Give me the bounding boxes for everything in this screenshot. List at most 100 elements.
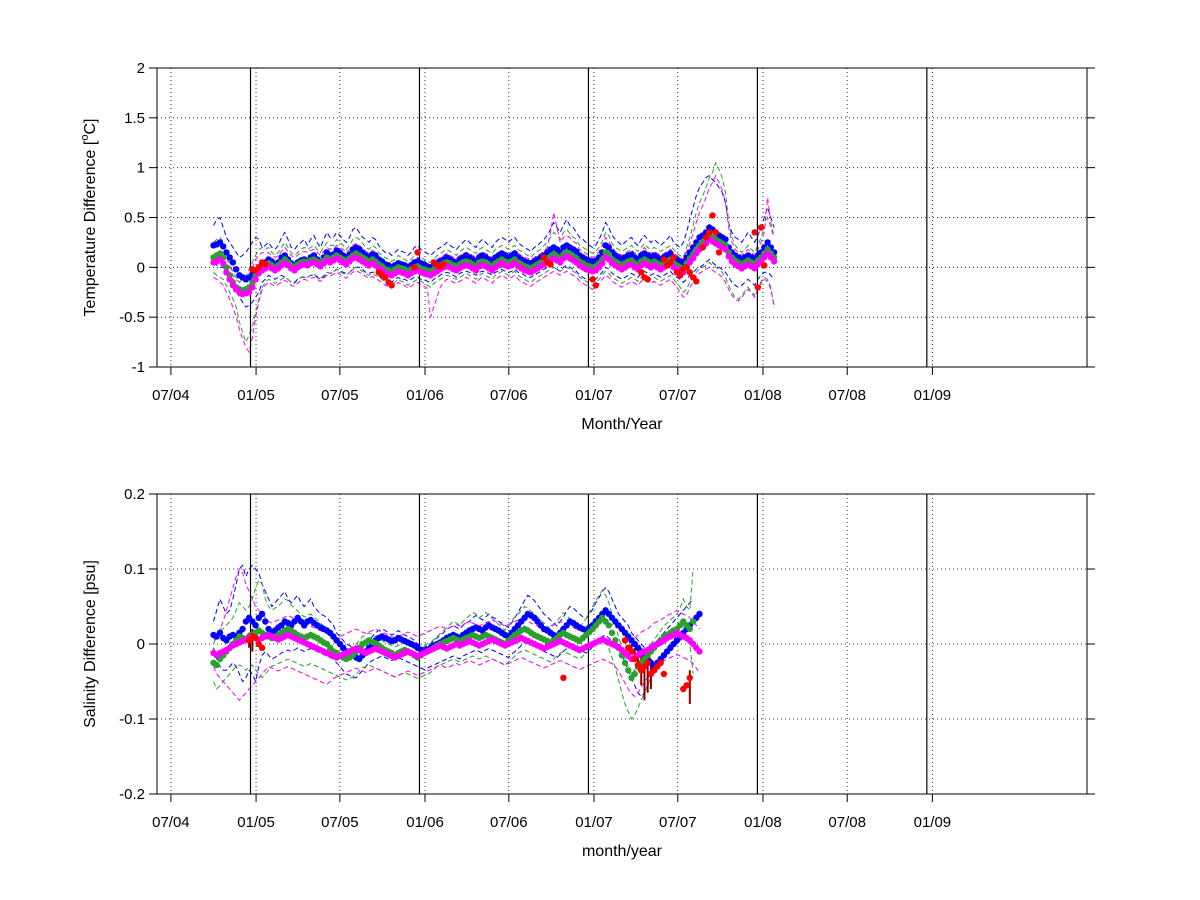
salinity-green-point	[608, 629, 616, 636]
salinity-range-line	[213, 564, 694, 653]
temperature-xtick-label: 01/06	[406, 387, 444, 404]
salinity-points	[210, 607, 703, 693]
temperature-xtick-label: 07/05	[321, 387, 359, 404]
temperature-magenta-point	[226, 276, 233, 283]
temperature-red-point	[638, 269, 645, 276]
temperature-red-point	[644, 276, 651, 283]
temperature-magenta-point	[252, 276, 259, 283]
temperature-y-axis-label: Temperature Difference [oC]	[79, 119, 99, 317]
temperature-red-point	[761, 262, 768, 269]
salinity-red-point	[628, 648, 635, 655]
salinity-ytick-label: -0.1	[119, 711, 145, 728]
salinity-xtick-label: 01/05	[237, 814, 275, 831]
temperature-panel: -1 -0.5 0 0.5 1 1.5 2 07/04 01/05 07/05 01/06 07/06…	[79, 60, 1095, 433]
temperature-range-line	[213, 161, 775, 284]
salinity-xtick-label: 01/08	[744, 814, 782, 831]
salinity-red-point	[657, 659, 664, 666]
temperature-ytick-label: -1	[132, 359, 145, 376]
temperature-red-point	[699, 244, 706, 251]
temperature-xtick-label: 07/07	[659, 387, 697, 404]
temperature-red-point	[754, 284, 762, 291]
salinity-red-point	[252, 634, 259, 642]
temperature-red-point	[414, 249, 421, 256]
temperature-red-point	[757, 224, 765, 231]
temperature-red-point	[693, 278, 700, 285]
temperature-blue-point	[220, 243, 227, 250]
temperature-magenta-point	[725, 253, 732, 260]
salinity-green-point	[605, 622, 612, 629]
temperature-red-point	[440, 261, 447, 268]
temperature-magenta-point	[770, 258, 778, 265]
temperature-ytick-label: 0.5	[124, 210, 145, 227]
temperature-red-point	[540, 254, 548, 261]
temperature-red-point	[676, 272, 684, 279]
temperature-red-point	[702, 234, 710, 241]
salinity-red-point	[686, 674, 693, 681]
temperature-xtick-label: 07/08	[828, 387, 866, 404]
salinity-xtick-label: 07/05	[321, 814, 359, 831]
salinity-ytick-label: 0	[137, 636, 145, 653]
temperature-magenta-point	[220, 260, 227, 267]
salinity-y-axis-label: Salinity Difference [psu]	[82, 560, 99, 728]
temperature-blue-point	[229, 259, 237, 266]
temperature-ytick-label: 0	[137, 259, 145, 276]
temperature-magenta-point	[722, 246, 729, 253]
salinity-ytick-label: 0.2	[124, 486, 145, 503]
temperature-y-label-superscript: o	[79, 135, 91, 141]
temperature-xtick-label: 07/06	[490, 387, 528, 404]
temperature-red-point	[660, 256, 668, 263]
temperature-y-label-main: Temperature Difference [	[82, 140, 99, 316]
salinity-red-point	[621, 637, 629, 644]
temperature-red-point	[712, 229, 719, 236]
salinity-blue-point	[258, 610, 266, 618]
temperature-ytick-label: -0.5	[119, 309, 145, 326]
salinity-x-axis-label: month/year	[582, 843, 663, 860]
temperature-red-point	[592, 282, 599, 289]
temperature-range-line	[213, 261, 775, 344]
temperature-red-point	[715, 249, 723, 256]
temperature-red-point	[706, 229, 713, 236]
temperature-range-line	[213, 266, 775, 354]
salinity-green-point	[625, 667, 632, 674]
salinity-green-point	[631, 670, 638, 678]
salinity-xtick-label: 07/08	[828, 814, 866, 831]
salinity-red-point	[660, 670, 668, 678]
temperature-magenta-point	[223, 269, 230, 276]
temperature-y-label-rest: C]	[82, 119, 99, 135]
temperature-ytick-label: 2	[137, 60, 145, 77]
temperature-year-markers	[249, 68, 928, 367]
temperature-red-point	[683, 264, 690, 271]
temperature-red-point	[709, 212, 716, 219]
temperature-magenta-point	[689, 255, 697, 262]
temperature-blue-point	[226, 254, 233, 261]
temperature-points	[210, 212, 778, 298]
salinity-red-point	[560, 674, 567, 681]
salinity-green-point	[621, 659, 629, 666]
salinity-grid	[157, 494, 1087, 794]
temperature-xtick-label: 01/09	[914, 387, 952, 404]
salinity-red-point	[683, 682, 690, 689]
salinity-red-point	[634, 661, 642, 669]
salinity-xtick-label: 07/06	[490, 814, 528, 831]
temperature-blue-point	[605, 244, 612, 251]
salinity-xtick-label: 01/09	[914, 814, 952, 831]
salinity-blue-point	[696, 610, 703, 618]
temperature-magenta-point	[249, 284, 256, 291]
temperature-ytick-label: 1	[137, 160, 145, 177]
temperature-red-point	[589, 276, 596, 283]
temperature-magenta-point	[599, 260, 606, 267]
temperature-xtick-label: 01/05	[237, 387, 275, 404]
temperature-magenta-point	[245, 289, 253, 296]
temperature-red-point	[751, 229, 758, 236]
salinity-ticks: -0.2 -0.1 0 0.1 0.2 07/04 01/05 07/05 01/06 07/06…	[119, 486, 1095, 831]
salinity-green-point	[213, 661, 220, 669]
temperature-x-axis-label: Month/Year	[581, 416, 663, 433]
temperature-xtick-label: 01/08	[744, 387, 782, 404]
salinity-xtick-label: 07/04	[152, 814, 190, 831]
salinity-xtick-label: 01/06	[406, 814, 444, 831]
salinity-green-point	[686, 625, 693, 633]
temperature-red-point	[382, 274, 389, 281]
temperature-red-point	[670, 254, 677, 261]
